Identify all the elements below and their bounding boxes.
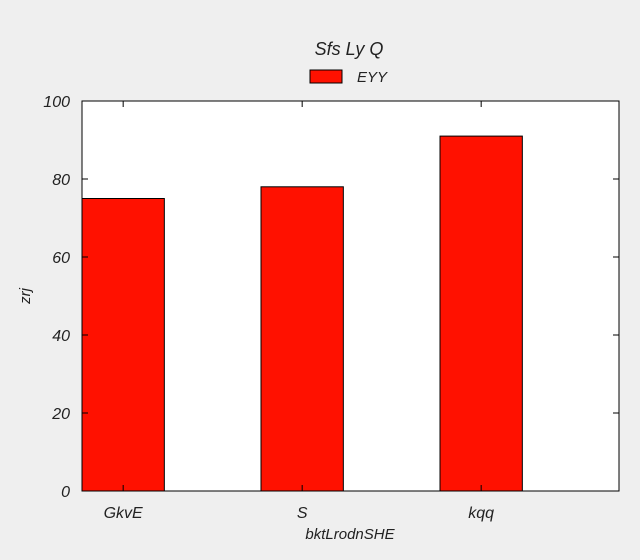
y-tick-label: 80 [52,172,70,189]
plot-frame [81,100,620,492]
x-tick-label: S [297,505,308,522]
y-tick-label: 40 [52,328,70,345]
y-tick-label: 20 [51,406,70,423]
bars-layer [81,135,523,492]
y-axis-label: zrj [17,287,34,304]
y-tick-label: 100 [43,94,70,111]
plot-area [82,101,619,491]
x-axis-label: bktLrodnSHE [305,526,395,543]
legend-swatch [309,69,343,84]
chart-title: Sfs Ly Q [315,39,384,59]
bar-GkvE [81,198,165,492]
y-tick-label: 0 [61,484,70,501]
legend: EYY [309,69,388,86]
y-tick-label: 60 [52,250,70,267]
bar-kqq [439,135,523,492]
legend-label: EYY [357,69,388,86]
x-tick-label: GkvE [104,505,143,522]
x-tick-label: kqq [468,505,494,522]
bar-S [260,186,344,492]
